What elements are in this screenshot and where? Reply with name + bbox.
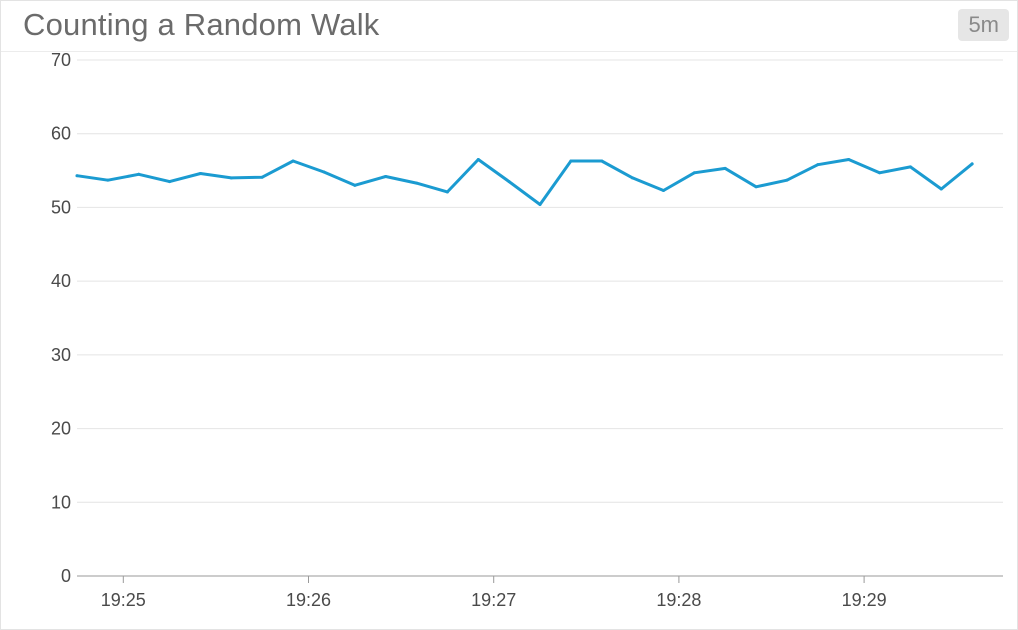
y-tick-label: 20: [51, 419, 71, 439]
data-point: [415, 181, 419, 185]
time-range-badge[interactable]: 5m: [958, 9, 1009, 41]
data-point: [631, 176, 635, 180]
x-tick-label: 19:26: [286, 590, 331, 610]
data-point: [507, 180, 511, 184]
data-point: [692, 171, 696, 175]
data-point: [168, 180, 172, 184]
data-point: [353, 183, 357, 187]
data-point: [291, 159, 295, 163]
y-tick-label: 50: [51, 197, 71, 217]
data-point: [847, 158, 851, 162]
data-point: [569, 159, 573, 163]
data-point: [600, 159, 604, 163]
x-tick-label: 19:25: [101, 590, 146, 610]
x-tick-label: 19:27: [471, 590, 516, 610]
grid-lines: [77, 59, 1003, 503]
data-point: [106, 178, 110, 182]
y-axis: 0 10 20 30 40 50 60 70: [51, 50, 71, 586]
y-tick-label: 70: [51, 50, 71, 70]
data-point: [908, 165, 912, 169]
data-point: [538, 202, 542, 206]
data-point: [661, 188, 665, 192]
x-axis: 19:25 19:26 19:27 19:28 19:29: [77, 575, 1003, 610]
data-point: [445, 190, 449, 194]
data-point: [816, 163, 820, 167]
series-line: [75, 158, 974, 206]
data-point: [198, 172, 202, 176]
data-point: [785, 178, 789, 182]
data-point: [723, 166, 727, 170]
y-tick-label: 60: [51, 124, 71, 144]
widget-header: Counting a Random Walk 5m: [1, 1, 1017, 52]
data-point: [229, 176, 233, 180]
data-point: [260, 175, 264, 179]
widget-title: Counting a Random Walk: [23, 7, 380, 42]
y-tick-label: 30: [51, 345, 71, 365]
y-tick-label: 0: [61, 566, 71, 586]
data-point: [878, 171, 882, 175]
data-point: [970, 162, 974, 166]
x-tick-label: 19:29: [842, 590, 887, 610]
data-point: [476, 158, 480, 162]
y-tick-label: 10: [51, 492, 71, 512]
data-point: [322, 170, 326, 174]
series-group: [75, 158, 974, 206]
data-point: [754, 185, 758, 189]
data-point: [75, 174, 79, 178]
data-point: [384, 174, 388, 178]
x-tick-label: 19:28: [656, 590, 701, 610]
y-tick-label: 40: [51, 271, 71, 291]
data-point: [137, 172, 141, 176]
data-point: [939, 187, 943, 191]
